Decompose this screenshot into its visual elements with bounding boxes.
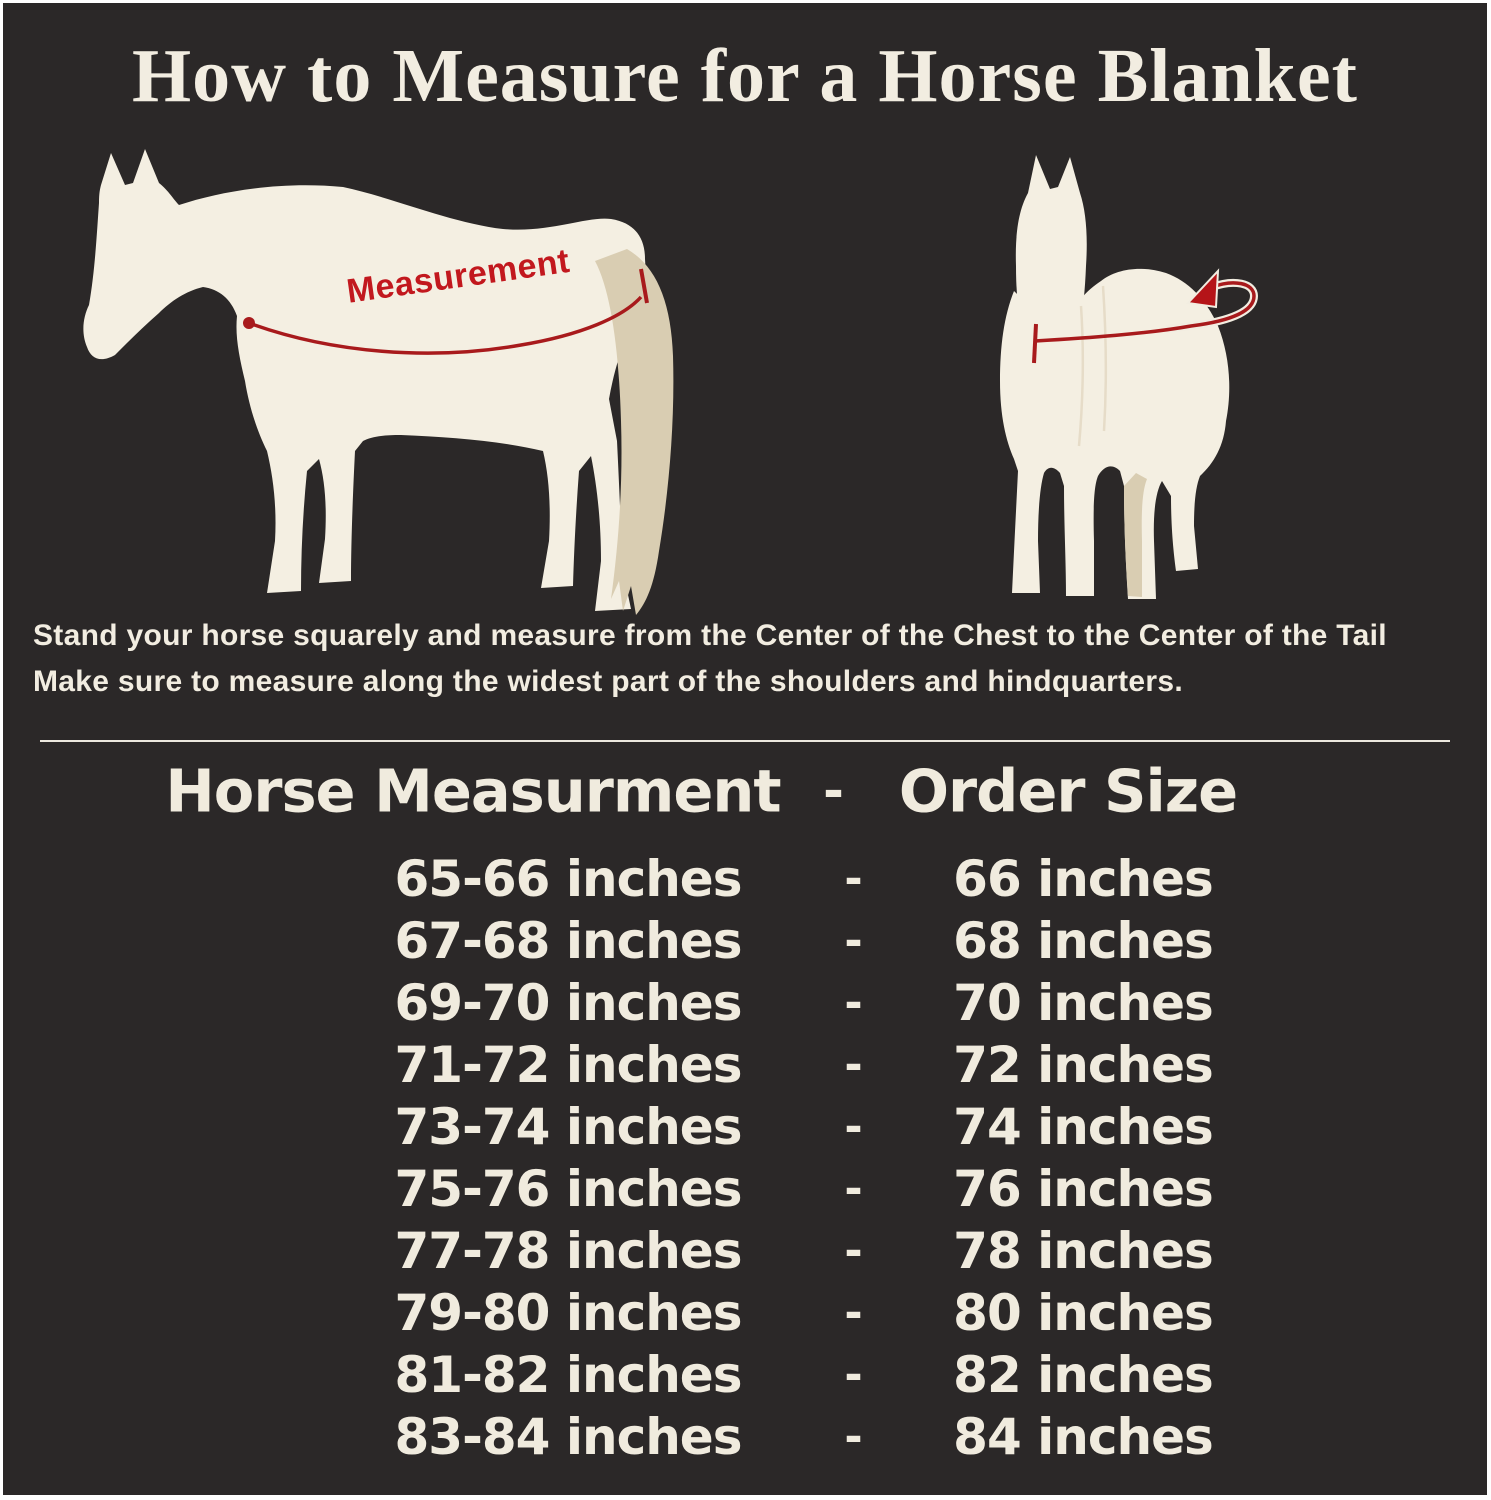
row-separator: - bbox=[844, 915, 862, 967]
divider bbox=[40, 740, 1450, 742]
row-size: 78 inches bbox=[953, 1222, 1214, 1280]
row-size: 80 inches bbox=[953, 1284, 1214, 1342]
wrap-line bbox=[1034, 281, 1256, 343]
row-measurement: 65-66 inches bbox=[394, 850, 743, 908]
front-horse-leg-shading bbox=[1124, 473, 1147, 597]
instructions: Stand your horse squarely and measure fr… bbox=[33, 613, 1471, 705]
table-row: 75-76 inches - 76 inches bbox=[3, 1158, 1487, 1220]
measurement-line bbox=[248, 295, 643, 355]
front-horse-head bbox=[1015, 155, 1087, 363]
row-separator: - bbox=[844, 1287, 862, 1339]
table-row: 77-78 inches - 78 inches bbox=[3, 1220, 1487, 1282]
wrap-arrow-icon bbox=[1185, 268, 1220, 309]
front-horse-illustration bbox=[1000, 155, 1259, 599]
row-size: 70 inches bbox=[953, 974, 1214, 1032]
row-size: 82 inches bbox=[953, 1346, 1214, 1404]
front-horse-contour-lines bbox=[1077, 285, 1108, 447]
side-horse-illustration bbox=[83, 149, 674, 615]
header-separator: - bbox=[823, 762, 844, 820]
table-row: 69-70 inches - 70 inches bbox=[3, 972, 1487, 1034]
row-size: 66 inches bbox=[953, 850, 1214, 908]
instruction-line-1: Stand your horse squarely and measure fr… bbox=[33, 619, 1387, 652]
row-measurement: 79-80 inches bbox=[394, 1284, 743, 1342]
row-measurement: 67-68 inches bbox=[394, 912, 743, 970]
row-separator: - bbox=[844, 853, 862, 905]
table-header: Horse Measurment - Order Size bbox=[3, 756, 1487, 826]
row-separator: - bbox=[844, 1225, 862, 1277]
header-measurement: Horse Measurment bbox=[165, 756, 781, 826]
measurement-line-end-tick bbox=[639, 268, 649, 304]
header-size: Order Size bbox=[898, 756, 1238, 826]
table-row: 71-72 inches - 72 inches bbox=[3, 1034, 1487, 1096]
row-measurement: 83-84 inches bbox=[394, 1408, 743, 1466]
side-horse-body bbox=[83, 149, 646, 611]
table-row: 81-82 inches - 82 inches bbox=[3, 1344, 1487, 1406]
row-measurement: 75-76 inches bbox=[394, 1160, 743, 1218]
table-row: 79-80 inches - 80 inches bbox=[3, 1282, 1487, 1344]
table-row: 73-74 inches - 74 inches bbox=[3, 1096, 1487, 1158]
measurement-line-start-dot bbox=[243, 317, 255, 329]
row-size: 68 inches bbox=[953, 912, 1214, 970]
row-separator: - bbox=[844, 1163, 862, 1215]
row-separator: - bbox=[844, 1349, 862, 1401]
row-size: 74 inches bbox=[953, 1098, 1214, 1156]
table-rows: 65-66 inches - 66 inches 67-68 inches - … bbox=[3, 848, 1487, 1468]
row-separator: - bbox=[844, 1411, 862, 1463]
row-separator: - bbox=[844, 1039, 862, 1091]
infographic-panel: How to Measure for a Horse Blanket Measu… bbox=[3, 3, 1487, 1495]
instruction-line-2: Make sure to measure along the widest pa… bbox=[33, 665, 1183, 698]
table-row: 65-66 inches - 66 inches bbox=[3, 848, 1487, 910]
size-table: Horse Measurment - Order Size 65-66 inch… bbox=[3, 3, 1487, 1495]
row-measurement: 69-70 inches bbox=[394, 974, 743, 1032]
chest-tick bbox=[1032, 323, 1038, 364]
page-title: How to Measure for a Horse Blanket bbox=[132, 34, 1358, 118]
table-row: 83-84 inches - 84 inches bbox=[3, 1406, 1487, 1468]
table-row: 67-68 inches - 68 inches bbox=[3, 910, 1487, 972]
row-measurement: 77-78 inches bbox=[394, 1222, 743, 1280]
row-measurement: 71-72 inches bbox=[394, 1036, 743, 1094]
row-measurement: 81-82 inches bbox=[394, 1346, 743, 1404]
row-measurement: 73-74 inches bbox=[394, 1098, 743, 1156]
row-separator: - bbox=[844, 977, 862, 1029]
side-horse-tail bbox=[595, 249, 674, 615]
row-size: 84 inches bbox=[953, 1408, 1214, 1466]
row-size: 76 inches bbox=[953, 1160, 1214, 1218]
row-separator: - bbox=[844, 1101, 862, 1153]
row-size: 72 inches bbox=[953, 1036, 1214, 1094]
